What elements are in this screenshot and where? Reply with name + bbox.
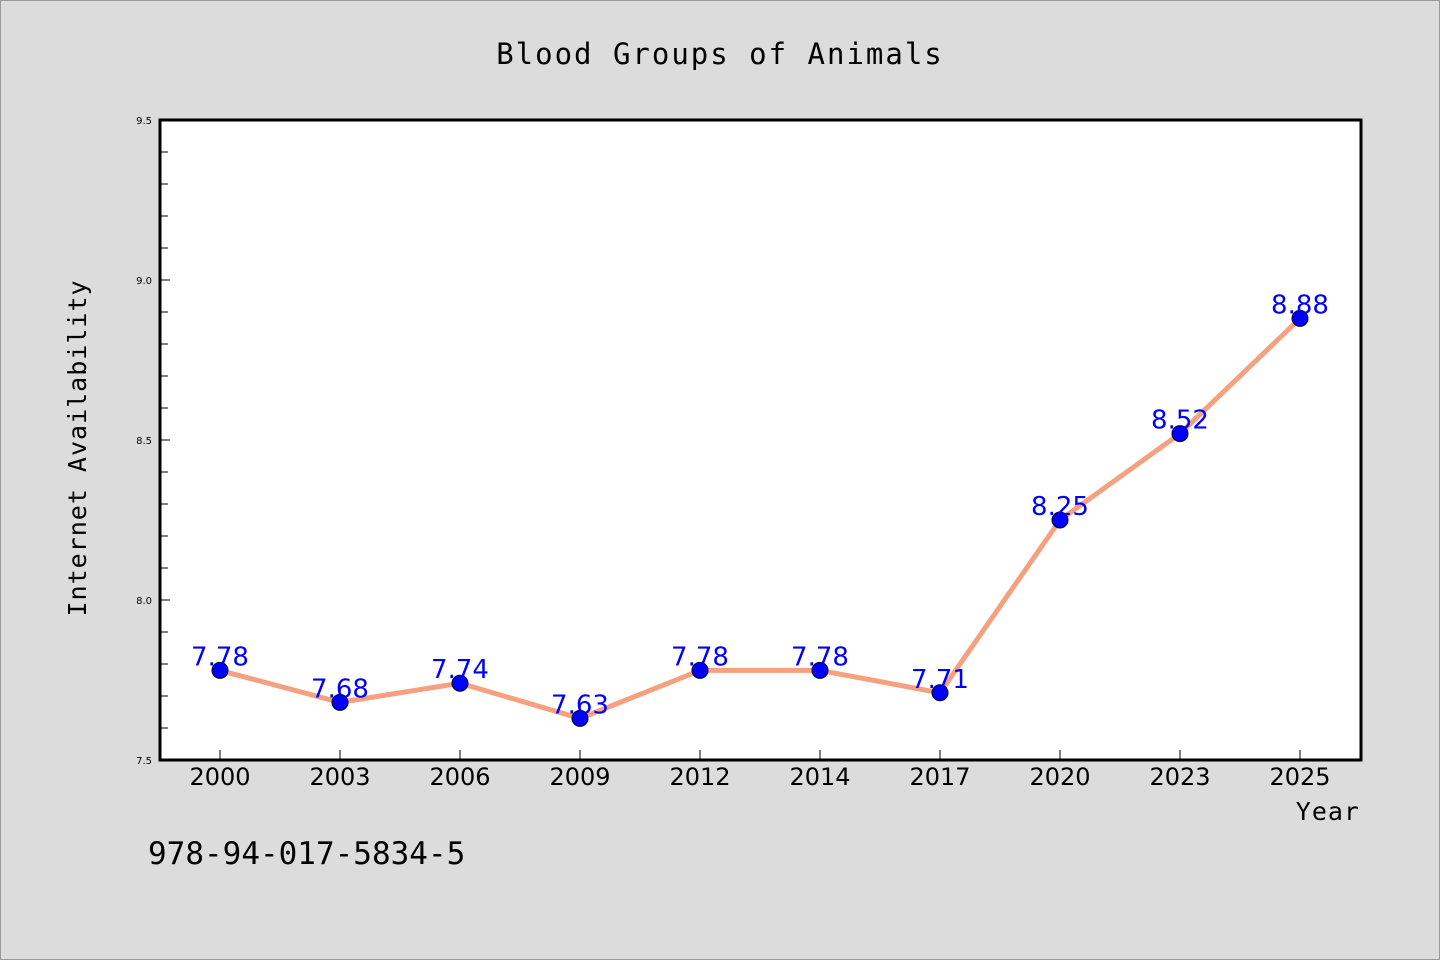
data-label: 7.78 [791, 642, 849, 672]
data-label: 8.25 [1031, 492, 1089, 522]
x-tick-label: 2009 [549, 763, 610, 791]
series-line [217, 315, 1303, 721]
data-label: 7.74 [431, 655, 489, 685]
data-point [931, 684, 949, 702]
data-label: 7.78 [191, 642, 249, 672]
data-point [811, 661, 829, 679]
y-tick-label: 8.0 [136, 596, 152, 607]
data-label: 8.52 [1151, 406, 1209, 436]
data-point [571, 709, 589, 727]
x-axis-label: Year [1296, 797, 1360, 826]
x-axis-ticks: 2000 2003 2006 2009 2012 2014 2017 2020 2023 2025 [189, 750, 1331, 791]
data-labels: 7.78 7.68 7.74 7.63 7.78 7.78 7.71 8.25 8.52 8.88 [191, 290, 1329, 720]
y-tick-label: 9.0 [136, 276, 152, 287]
x-tick-label: 2014 [789, 763, 850, 791]
plot-area [158, 118, 1363, 762]
data-point [211, 661, 229, 679]
data-point [691, 661, 709, 679]
data-label: 7.71 [911, 665, 969, 695]
x-tick-label: 2012 [669, 763, 730, 791]
data-label: 7.68 [311, 674, 369, 704]
x-tick-label: 2017 [909, 763, 970, 791]
y-axis-ticks: 7.5 8.0 8.5 9.0 9.5 [136, 116, 170, 767]
isbn-annotation: 978-94-017-5834-5 [148, 836, 465, 872]
series-line-group [217, 315, 1303, 721]
x-tick-label: 2020 [1029, 763, 1090, 791]
y-axis-label: Internet Availability [63, 279, 92, 616]
x-tick-label: 2006 [429, 763, 490, 791]
x-tick-label: 2023 [1149, 763, 1210, 791]
y-tick-label: 7.5 [136, 756, 152, 767]
data-label: 7.63 [551, 690, 609, 720]
data-label: 8.88 [1271, 290, 1329, 320]
data-point [451, 674, 469, 692]
y-tick-label: 9.5 [136, 116, 152, 127]
x-tick-label: 2025 [1269, 763, 1330, 791]
data-point [1291, 309, 1309, 327]
x-tick-label: 2000 [189, 763, 250, 791]
data-point [1051, 511, 1069, 529]
data-label: 7.78 [671, 642, 729, 672]
y-tick-label: 8.5 [136, 436, 152, 447]
chart-title: Blood Groups of Animals [496, 37, 944, 71]
data-point [1171, 425, 1189, 443]
series-markers [211, 309, 1309, 727]
x-tick-label: 2003 [309, 763, 370, 791]
data-point [331, 693, 349, 711]
